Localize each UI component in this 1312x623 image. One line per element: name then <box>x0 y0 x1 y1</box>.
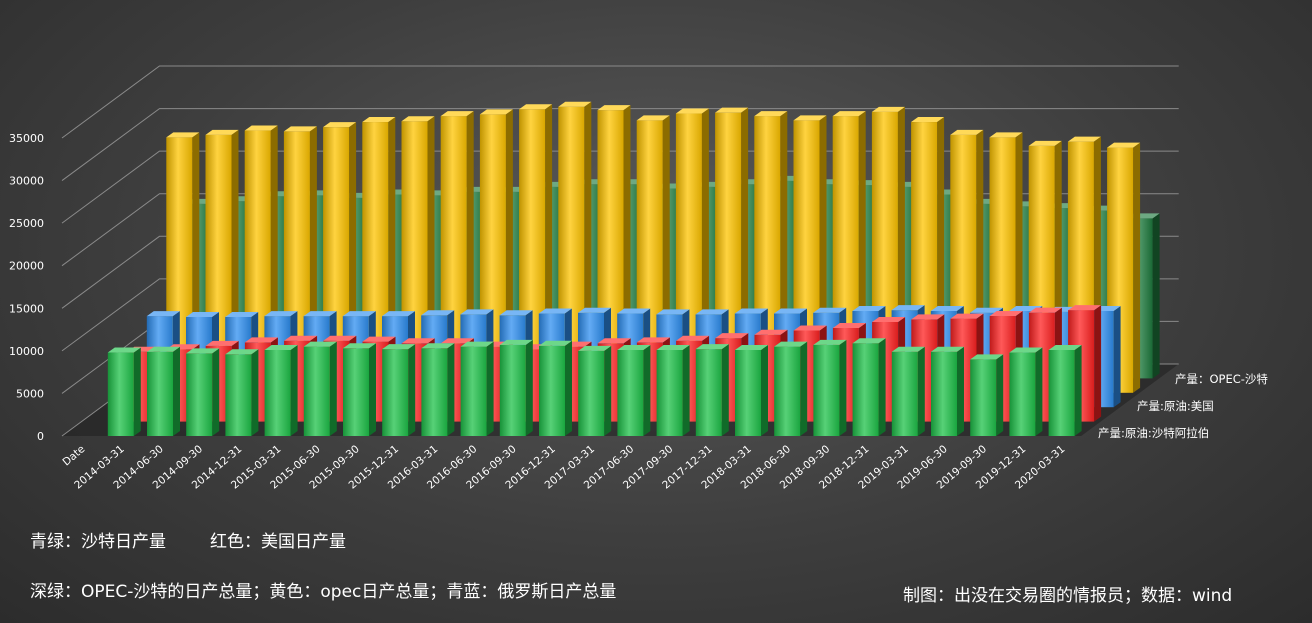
x-tick-label: Date <box>61 443 88 468</box>
depth-axis-label: 产量：OPEC-沙特 <box>1175 372 1268 386</box>
legend-note-usa: 红色：美国日产量 <box>210 532 346 552</box>
y-tick-label: 20000 <box>9 260 44 273</box>
y-tick-label: 35000 <box>9 132 44 145</box>
depth-axis-label: 产量:原油:沙特阿拉伯 <box>1098 426 1209 440</box>
bar <box>264 345 298 436</box>
legend-note-others: 深绿：OPEC-沙特的日产总量；黄色：opec日产总量；青蓝：俄罗斯日产总量 <box>30 582 617 602</box>
bar <box>382 344 416 436</box>
legend-note-saudi: 青绿：沙特日产量 <box>30 532 166 552</box>
bar <box>931 346 964 436</box>
bar <box>460 341 494 436</box>
bar <box>107 347 141 436</box>
y-tick-label: 15000 <box>9 302 44 315</box>
bar <box>774 341 808 436</box>
bar <box>813 339 847 436</box>
bar <box>421 343 455 436</box>
y-tick-label: 25000 <box>9 217 44 230</box>
bar <box>186 348 220 436</box>
y-tick-label: 5000 <box>16 387 44 400</box>
bar <box>656 345 690 436</box>
y-tick-label: 30000 <box>9 175 44 188</box>
credit-note: 制图：出没在交易圈的情报员；数据：wind <box>903 586 1233 606</box>
bar <box>303 341 337 436</box>
bar <box>891 346 925 436</box>
bar <box>970 354 1004 436</box>
depth-axis-label: 产量:原油:美国 <box>1137 399 1214 413</box>
bar <box>852 338 886 436</box>
gridline <box>61 65 1179 139</box>
bar <box>147 346 180 436</box>
y-tick-label: 10000 <box>9 345 44 358</box>
gridline <box>61 108 1179 181</box>
bar <box>735 345 768 436</box>
bar <box>539 340 572 436</box>
bar <box>343 343 376 436</box>
bar <box>499 339 533 436</box>
bar <box>695 344 729 436</box>
bar <box>617 345 651 436</box>
bar <box>1048 345 1082 436</box>
bar <box>225 349 259 436</box>
y-tick-label: 0 <box>37 430 44 443</box>
bar <box>1009 347 1043 436</box>
bar <box>578 345 612 436</box>
